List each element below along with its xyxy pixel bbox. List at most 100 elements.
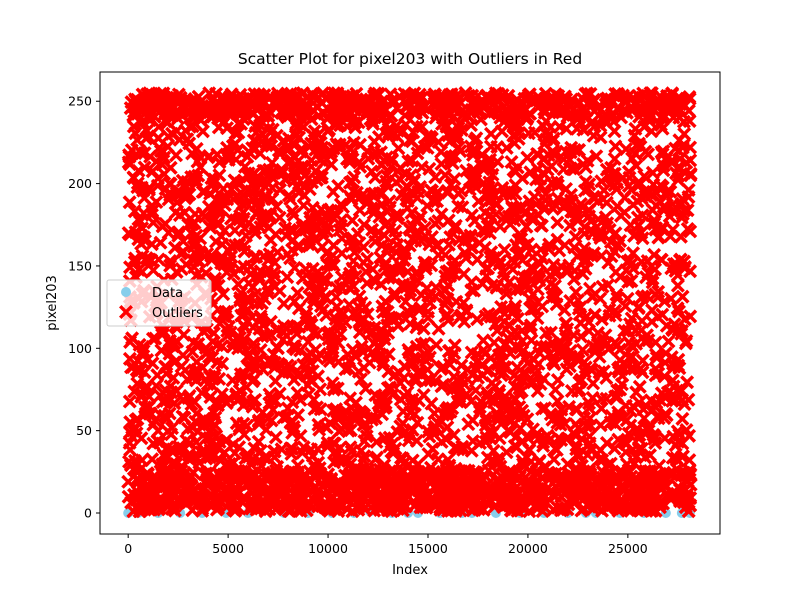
outlier-point <box>522 443 537 458</box>
outlier-point <box>252 416 267 431</box>
outlier-point <box>215 356 230 371</box>
outlier-point <box>365 114 380 129</box>
outlier-point <box>634 290 649 305</box>
outlier-point <box>152 435 167 450</box>
outlier-point <box>612 342 627 357</box>
outlier-point <box>535 402 550 416</box>
outlier-point <box>402 287 417 302</box>
outlier-point <box>675 411 690 426</box>
outlier-point <box>313 382 328 397</box>
outlier-point <box>499 140 514 155</box>
outlier-point <box>187 364 202 379</box>
outlier-point <box>418 258 433 273</box>
outlier-point <box>341 99 356 113</box>
outlier-point <box>521 126 536 141</box>
outlier-point <box>505 469 520 484</box>
outlier-point <box>264 138 279 153</box>
outlier-point <box>655 121 670 136</box>
outlier-point <box>416 493 431 507</box>
outlier-point <box>372 348 387 363</box>
outlier-point <box>591 335 606 350</box>
outlier-point <box>570 249 585 264</box>
outlier-point <box>356 360 371 375</box>
outlier-point <box>144 237 159 252</box>
outlier-point <box>291 408 306 422</box>
outlier-point <box>186 465 201 480</box>
outlier-point <box>516 373 531 388</box>
outlier-point <box>451 140 466 155</box>
outlier-point <box>136 484 151 499</box>
outlier-point <box>391 318 406 333</box>
outlier-point <box>502 495 517 510</box>
outlier-point <box>490 323 505 338</box>
outlier-point <box>550 373 565 387</box>
outlier-point <box>131 232 146 247</box>
outlier-point <box>571 446 586 461</box>
outlier-point <box>176 327 191 342</box>
outlier-point <box>151 119 166 134</box>
outlier-point <box>290 385 305 400</box>
outlier-point <box>204 248 219 263</box>
legend-outliers-marker <box>119 305 133 319</box>
outlier-point <box>484 126 498 141</box>
outlier-point <box>212 494 227 509</box>
outlier-point <box>562 399 577 414</box>
outlier-point <box>563 218 577 233</box>
outlier-point <box>327 502 342 517</box>
outlier-point <box>352 203 367 218</box>
outlier-point <box>680 487 695 501</box>
outlier-point <box>507 368 522 382</box>
outlier-point <box>185 450 200 465</box>
outlier-point <box>570 213 585 228</box>
outlier-point <box>531 356 546 371</box>
outlier-point <box>188 414 203 429</box>
outlier-point <box>318 289 333 304</box>
outlier-point <box>557 238 572 253</box>
y-tick-label: 100 <box>68 341 92 356</box>
outlier-point <box>451 387 466 402</box>
legend-box <box>106 279 212 327</box>
outlier-point <box>568 229 583 244</box>
outlier-point <box>490 451 505 466</box>
outlier-point <box>232 422 247 437</box>
outlier-point <box>623 464 637 479</box>
outlier-point <box>283 192 298 206</box>
outlier-point <box>145 331 160 346</box>
outlier-point <box>171 228 186 243</box>
outlier-point <box>214 387 229 402</box>
outlier-point <box>448 467 463 481</box>
outlier-point <box>600 501 615 516</box>
outlier-point <box>128 92 142 107</box>
outlier-point <box>154 343 169 358</box>
outlier-point <box>140 104 155 119</box>
outlier-point <box>574 372 589 387</box>
outlier-point <box>398 117 413 132</box>
outlier-point <box>503 405 518 420</box>
outlier-point <box>204 252 219 267</box>
legend-outliers-label: Outliers <box>152 306 203 321</box>
outlier-point <box>176 348 190 363</box>
outlier-point <box>122 394 137 409</box>
outlier-point <box>265 155 280 170</box>
outlier-point <box>493 219 507 234</box>
outlier-point <box>581 482 596 497</box>
outlier-point <box>130 412 145 426</box>
outlier-point <box>440 307 455 322</box>
x-axis-label: Index <box>392 563 428 578</box>
outlier-point <box>634 225 649 240</box>
outlier-point <box>237 103 251 118</box>
outlier-point <box>470 312 485 327</box>
outlier-point <box>536 438 551 453</box>
outlier-point <box>611 432 626 447</box>
outlier-point <box>524 242 539 257</box>
outlier-point <box>234 116 249 131</box>
outlier-point <box>597 183 611 198</box>
outlier-point <box>614 208 628 223</box>
outlier-point <box>410 365 425 380</box>
outlier-point <box>636 184 651 199</box>
outlier-point <box>152 140 167 155</box>
outlier-point <box>648 503 663 518</box>
outlier-point <box>607 244 622 259</box>
outlier-point <box>553 344 568 359</box>
outlier-point <box>262 247 277 262</box>
